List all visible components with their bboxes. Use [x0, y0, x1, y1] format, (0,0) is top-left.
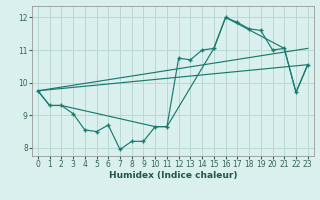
X-axis label: Humidex (Indice chaleur): Humidex (Indice chaleur) [108, 171, 237, 180]
